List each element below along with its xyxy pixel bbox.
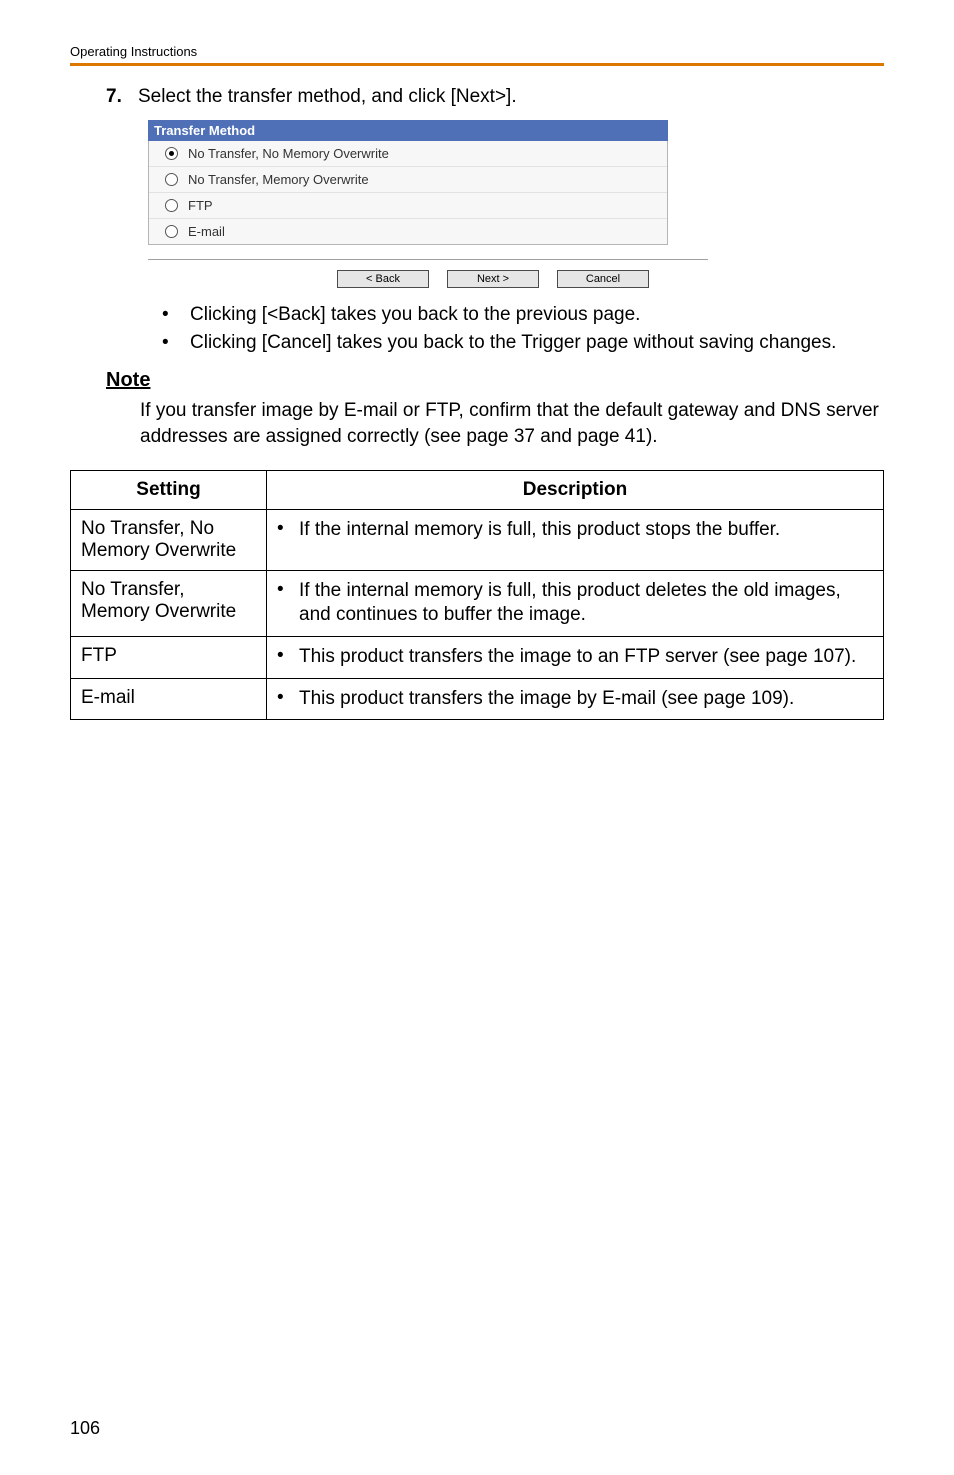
next-button[interactable]: Next > [447,270,539,288]
setting-cell: FTP [71,636,267,678]
transfer-method-option-1[interactable]: No Transfer, Memory Overwrite [149,166,667,192]
desc-cell: This product transfers the image by E-ma… [299,687,873,712]
bullet-icon: • [277,518,299,543]
header-text: Operating Instructions [70,44,884,59]
radio-icon [165,147,178,160]
option-label: No Transfer, Memory Overwrite [188,172,369,187]
bullet-icon: • [277,645,299,670]
option-label: No Transfer, No Memory Overwrite [188,146,389,161]
setting-cell: No Transfer, No Memory Overwrite [71,509,267,570]
bullet-icon: • [277,579,299,628]
page-number: 106 [70,1418,100,1439]
transfer-method-panel: Transfer Method No Transfer, No Memory O… [148,120,668,245]
bullet-text: Clicking [Cancel] takes you back to the … [190,330,884,356]
radio-icon [165,199,178,212]
transfer-method-option-list: No Transfer, No Memory Overwrite No Tran… [148,141,668,245]
bullet-icon: • [277,687,299,712]
step-text: Select the transfer method, and click [N… [138,86,517,108]
th-setting: Setting [71,470,267,509]
option-label: FTP [188,198,213,213]
after-transfer-notes: • Clicking [<Back] takes you back to the… [162,302,884,355]
th-description: Description [267,470,884,509]
option-label: E-mail [188,224,225,239]
desc-cell: If the internal memory is full, this pro… [299,579,873,628]
radio-icon [165,173,178,186]
table-row: FTP • This product transfers the image t… [71,636,884,678]
button-separator [148,259,708,260]
setting-cell: No Transfer, Memory Overwrite [71,570,267,636]
note-heading: Note [106,369,884,392]
step-number: 7. [106,86,138,108]
setting-cell: E-mail [71,678,267,720]
transfer-method-option-0[interactable]: No Transfer, No Memory Overwrite [149,141,667,166]
transfer-method-option-2[interactable]: FTP [149,192,667,218]
table-row: No Transfer, No Memory Overwrite • If th… [71,509,884,570]
bullet-text: Clicking [<Back] takes you back to the p… [190,302,884,328]
radio-icon [165,225,178,238]
cancel-button[interactable]: Cancel [557,270,649,288]
back-button[interactable]: < Back [337,270,429,288]
header-rule [70,63,884,66]
note-body: If you transfer image by E-mail or FTP, … [140,398,884,449]
transfer-method-title: Transfer Method [148,120,668,141]
table-row: No Transfer, Memory Overwrite • If the i… [71,570,884,636]
desc-cell: This product transfers the image to an F… [299,645,873,670]
settings-table: Setting Description No Transfer, No Memo… [70,470,884,721]
bullet-icon: • [162,302,190,328]
bullet-icon: • [162,330,190,356]
transfer-method-option-3[interactable]: E-mail [149,218,667,244]
transfer-method-buttons: < Back Next > Cancel [148,270,708,288]
table-row: E-mail • This product transfers the imag… [71,678,884,720]
desc-cell: If the internal memory is full, this pro… [299,518,873,543]
